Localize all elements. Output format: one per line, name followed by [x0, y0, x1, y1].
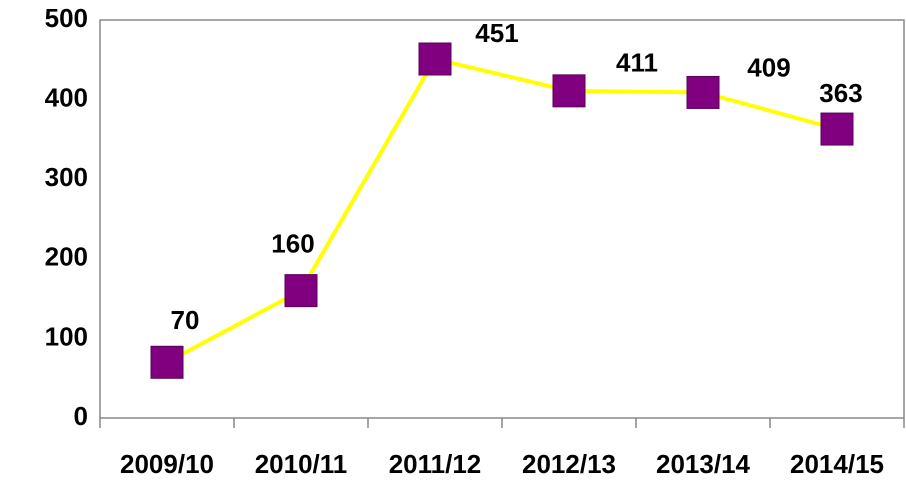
y-tick-label: 100	[45, 321, 88, 351]
y-tick-label: 300	[45, 162, 88, 192]
data-label: 411	[616, 48, 658, 78]
y-tick-label: 0	[74, 401, 88, 431]
x-tick-label: 2011/12	[389, 449, 482, 479]
marker	[552, 74, 586, 108]
data-label: 409	[747, 52, 790, 82]
x-tick-label: 2014/15	[790, 449, 884, 479]
x-tick-label: 2012/13	[522, 449, 616, 479]
marker	[284, 274, 318, 308]
data-label: 160	[271, 229, 314, 259]
data-label: 70	[171, 305, 200, 335]
line	[166, 56, 838, 365]
data-label: 451	[475, 18, 518, 48]
marker	[686, 75, 720, 109]
data-label: 363	[819, 78, 862, 108]
y-tick-label: 400	[45, 82, 88, 112]
x-tick-label: 2013/14	[656, 449, 751, 479]
marker	[820, 112, 854, 146]
x-tick-label: 2010/11	[255, 449, 348, 479]
marker	[150, 345, 184, 379]
y-tick-label: 500	[45, 3, 88, 33]
y-tick-label: 200	[45, 242, 88, 272]
marker	[418, 42, 452, 76]
x-tick-label: 2009/10	[120, 449, 214, 479]
